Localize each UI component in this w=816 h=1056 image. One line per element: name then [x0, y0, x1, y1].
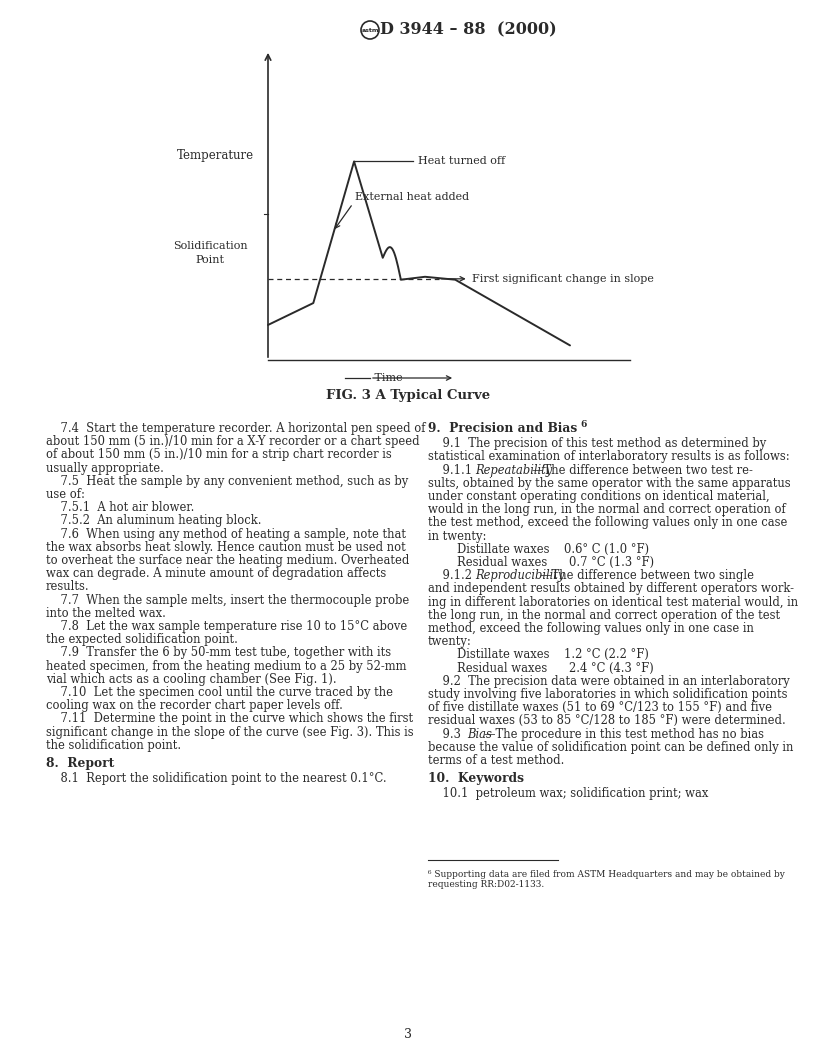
Text: 9.3: 9.3	[428, 728, 468, 740]
Text: 3: 3	[404, 1029, 412, 1041]
Text: vial which acts as a cooling chamber (See Fig. 1).: vial which acts as a cooling chamber (Se…	[46, 673, 337, 685]
Text: First significant change in slope: First significant change in slope	[472, 274, 654, 284]
Text: 7.11  Determine the point in the curve which shows the first: 7.11 Determine the point in the curve wh…	[46, 713, 413, 725]
Text: cooling wax on the recorder chart paper levels off.: cooling wax on the recorder chart paper …	[46, 699, 343, 712]
Text: 7.5.1  A hot air blower.: 7.5.1 A hot air blower.	[46, 502, 194, 514]
Text: Reproducibility: Reproducibility	[476, 569, 565, 582]
Text: 7.6  When using any method of heating a sample, note that: 7.6 When using any method of heating a s…	[46, 528, 406, 541]
Text: 6: 6	[580, 420, 587, 429]
Text: 7.5.2  An aluminum heating block.: 7.5.2 An aluminum heating block.	[46, 514, 261, 527]
Text: 7.5  Heat the sample by any convenient method, such as by: 7.5 Heat the sample by any convenient me…	[46, 475, 408, 488]
Text: Heat turned off: Heat turned off	[418, 156, 505, 167]
Text: 9.  Precision and Bias: 9. Precision and Bias	[428, 422, 582, 435]
Text: significant change in the slope of the curve (see Fig. 3). This is: significant change in the slope of the c…	[46, 725, 414, 738]
Text: 7.8  Let the wax sample temperature rise 10 to 15°C above: 7.8 Let the wax sample temperature rise …	[46, 620, 407, 633]
Text: and independent results obtained by different operators work-: and independent results obtained by diff…	[428, 583, 794, 596]
Text: Repeatability: Repeatability	[476, 464, 552, 476]
Text: statistical examination of interlaboratory results is as follows:: statistical examination of interlaborato…	[428, 451, 790, 464]
Text: 9.1.1: 9.1.1	[428, 464, 479, 476]
Text: twenty:: twenty:	[428, 636, 472, 648]
Text: usually appropriate.: usually appropriate.	[46, 461, 164, 474]
Text: would in the long run, in the normal and correct operation of: would in the long run, in the normal and…	[428, 504, 786, 516]
Text: —The procedure in this test method has no bias: —The procedure in this test method has n…	[484, 728, 764, 740]
Text: 7.7  When the sample melts, insert the thermocouple probe: 7.7 When the sample melts, insert the th…	[46, 593, 410, 606]
Text: study involving five laboratories in which solidification points: study involving five laboratories in whi…	[428, 689, 787, 701]
Text: 9.1.2: 9.1.2	[428, 569, 479, 582]
Text: ⁶ Supporting data are filed from ASTM Headquarters and may be obtained by: ⁶ Supporting data are filed from ASTM He…	[428, 870, 785, 879]
Text: 8.  Report: 8. Report	[46, 757, 114, 770]
Text: External heat added: External heat added	[355, 191, 469, 202]
Text: results.: results.	[46, 581, 90, 593]
Text: the wax absorbs heat slowly. Hence caution must be used not: the wax absorbs heat slowly. Hence cauti…	[46, 541, 406, 553]
Text: Residual waxes      2.4 °C (4.3 °F): Residual waxes 2.4 °C (4.3 °F)	[428, 662, 654, 675]
Text: —The difference between two single: —The difference between two single	[540, 569, 754, 582]
Text: Temperature: Temperature	[176, 149, 254, 162]
Text: into the melted wax.: into the melted wax.	[46, 607, 166, 620]
Text: in twenty:: in twenty:	[428, 530, 486, 543]
Text: terms of a test method.: terms of a test method.	[428, 754, 565, 767]
Text: requesting RR:D02-1133.: requesting RR:D02-1133.	[428, 880, 544, 889]
Text: Solidification
Point: Solidification Point	[173, 242, 247, 265]
Text: the expected solidification point.: the expected solidification point.	[46, 634, 238, 646]
Text: heated specimen, from the heating medium to a 25 by 52-mm: heated specimen, from the heating medium…	[46, 660, 406, 673]
Text: of about 150 mm (5 in.)/10 min for a strip chart recorder is: of about 150 mm (5 in.)/10 min for a str…	[46, 449, 392, 461]
Text: residual waxes (53 to 85 °C/128 to 185 °F) were determined.: residual waxes (53 to 85 °C/128 to 185 °…	[428, 715, 786, 728]
Text: under constant operating conditions on identical material,: under constant operating conditions on i…	[428, 490, 769, 503]
Text: the solidification point.: the solidification point.	[46, 739, 181, 752]
Text: FIG. 3 A Typical Curve: FIG. 3 A Typical Curve	[326, 390, 490, 402]
Text: astm: astm	[361, 27, 379, 33]
Text: Time: Time	[371, 373, 406, 383]
Text: 7.4  Start the temperature recorder. A horizontal pen speed of: 7.4 Start the temperature recorder. A ho…	[46, 422, 425, 435]
Text: 7.9  Transfer the 6 by 50-mm test tube, together with its: 7.9 Transfer the 6 by 50-mm test tube, t…	[46, 646, 391, 659]
Text: —The difference between two test re-: —The difference between two test re-	[531, 464, 752, 476]
Text: Bias: Bias	[467, 728, 492, 740]
Text: sults, obtained by the same operator with the same apparatus: sults, obtained by the same operator wit…	[428, 477, 791, 490]
Text: of five distillate waxes (51 to 69 °C/123 to 155 °F) and five: of five distillate waxes (51 to 69 °C/12…	[428, 701, 772, 714]
Text: because the value of solidification point can be defined only in: because the value of solidification poin…	[428, 741, 793, 754]
Text: the long run, in the normal and correct operation of the test: the long run, in the normal and correct …	[428, 609, 780, 622]
Text: Distillate waxes    0.6° C (1.0 °F): Distillate waxes 0.6° C (1.0 °F)	[428, 543, 649, 555]
Text: 8.1  Report the solidification point to the nearest 0.1°C.: 8.1 Report the solidification point to t…	[46, 772, 387, 786]
Text: use of:: use of:	[46, 488, 85, 501]
Text: Distillate waxes    1.2 °C (2.2 °F): Distillate waxes 1.2 °C (2.2 °F)	[428, 648, 649, 661]
Text: 7.10  Let the specimen cool until the curve traced by the: 7.10 Let the specimen cool until the cur…	[46, 686, 393, 699]
Text: 10.  Keywords: 10. Keywords	[428, 772, 524, 786]
Text: D 3944 – 88  (2000): D 3944 – 88 (2000)	[380, 21, 557, 38]
Text: the test method, exceed the following values only in one case: the test method, exceed the following va…	[428, 516, 787, 529]
Text: 10.1  petroleum wax; solidification print; wax: 10.1 petroleum wax; solidification print…	[428, 788, 708, 800]
Text: 9.1  The precision of this test method as determined by: 9.1 The precision of this test method as…	[428, 437, 766, 450]
Text: to overheat the surface near the heating medium. Overheated: to overheat the surface near the heating…	[46, 554, 410, 567]
Text: wax can degrade. A minute amount of degradation affects: wax can degrade. A minute amount of degr…	[46, 567, 386, 580]
Text: ing in different laboratories on identical test material would, in: ing in different laboratories on identic…	[428, 596, 798, 608]
Text: method, exceed the following values only in one case in: method, exceed the following values only…	[428, 622, 754, 635]
Text: about 150 mm (5 in.)/10 min for a X-Y recorder or a chart speed: about 150 mm (5 in.)/10 min for a X-Y re…	[46, 435, 419, 448]
Text: 9.2  The precision data were obtained in an interlaboratory: 9.2 The precision data were obtained in …	[428, 675, 790, 687]
Text: Residual waxes      0.7 °C (1.3 °F): Residual waxes 0.7 °C (1.3 °F)	[428, 557, 654, 569]
